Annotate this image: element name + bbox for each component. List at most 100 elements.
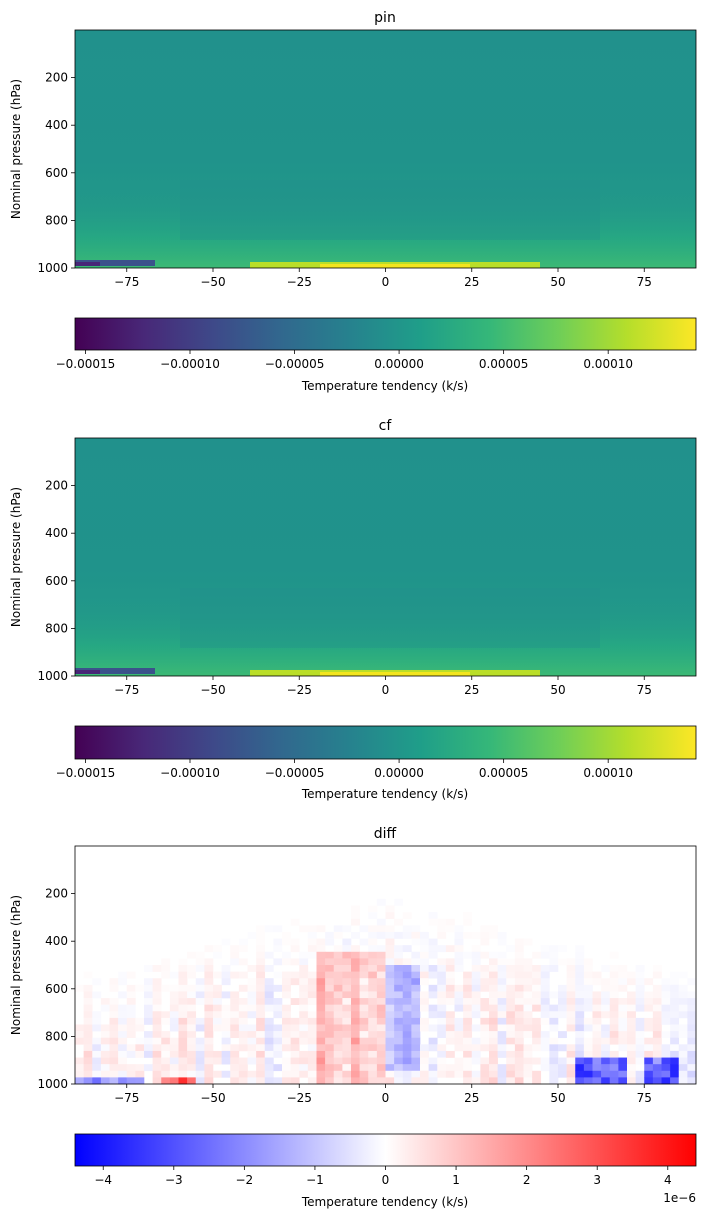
heatmap-cell (394, 958, 404, 966)
heatmap-cell (307, 1037, 317, 1045)
heatmap-cell (195, 1050, 205, 1058)
heatmap-cell (342, 1024, 352, 1032)
heatmap-cell (575, 958, 585, 966)
heatmap-cell (368, 958, 378, 966)
heatmap-cell (609, 965, 619, 972)
x-tick-label: −25 (287, 275, 312, 289)
heatmap-cell (75, 1077, 84, 1085)
heatmap-cell (549, 1070, 559, 1078)
heatmap-cell (307, 978, 317, 986)
heatmap-cell (437, 991, 447, 999)
heatmap-cell (247, 1070, 257, 1078)
heatmap-cell (437, 931, 447, 939)
heatmap-cell (342, 958, 352, 966)
heatmap-cell (385, 1004, 395, 1012)
heatmap-cell (454, 1064, 464, 1072)
heatmap-cell (221, 978, 231, 986)
heatmap-cell (402, 978, 412, 986)
heatmap-cell (480, 1004, 490, 1012)
heatmap-cell (135, 984, 145, 992)
heatmap-cell (480, 1077, 490, 1085)
heatmap-cell (540, 965, 550, 972)
heatmap-cell (402, 945, 412, 953)
heatmap-cell (437, 1057, 447, 1065)
heatmap-cell (661, 1004, 671, 1012)
heatmap-cell (454, 958, 464, 966)
heatmap-cell (359, 1037, 369, 1045)
heatmap-cell (368, 998, 378, 1005)
heatmap-cell (497, 1070, 507, 1078)
heatmap-cell (230, 1017, 240, 1025)
heatmap-cell (514, 1037, 524, 1045)
heatmap-cell (333, 945, 343, 953)
heatmap-cell (351, 1017, 360, 1025)
heatmap-cell (238, 1037, 248, 1045)
heatmap-cell (290, 1024, 300, 1032)
heatmap-cell (290, 1057, 300, 1065)
heatmap-cell (489, 984, 498, 992)
heatmap-cell (471, 1050, 481, 1058)
heatmap-cell (454, 925, 464, 933)
heatmap-cell (592, 978, 602, 986)
heatmap-cell (282, 971, 291, 979)
heatmap-cell (221, 1017, 231, 1025)
heatmap-cell (394, 931, 404, 939)
heatmap-cell (445, 1050, 455, 1058)
heatmap-cell (359, 938, 369, 946)
heatmap-cell (627, 1064, 636, 1072)
heatmap-cell (437, 1024, 447, 1032)
heatmap-cell (497, 931, 507, 939)
heatmap-cell (264, 951, 274, 959)
heatmap-cell (307, 931, 317, 939)
heatmap-cell (463, 1004, 473, 1012)
heatmap-cell (402, 1024, 412, 1032)
heatmap-cell (514, 965, 524, 972)
heatmap-cell (351, 958, 360, 966)
heatmap-cell (316, 945, 326, 953)
heatmap-cell (152, 1064, 162, 1072)
heatmap-cell (558, 991, 567, 999)
heatmap-cell (635, 1044, 645, 1052)
heatmap-cell (221, 1004, 231, 1012)
heatmap-cell (204, 965, 214, 972)
heatmap-cell (678, 1031, 688, 1039)
heatmap-cell (523, 1057, 533, 1065)
heatmap-cell (420, 931, 429, 939)
heatmap-cell (126, 1064, 136, 1072)
heatmap-cell (385, 1064, 395, 1072)
x-tick-label: −50 (200, 1091, 225, 1105)
heatmap-cell (463, 931, 473, 939)
heatmap-cell (316, 925, 326, 933)
heatmap-cell (92, 991, 102, 999)
heatmap-cell (359, 1077, 369, 1085)
heatmap-cell (661, 1031, 671, 1039)
y-tick-label: 200 (45, 71, 68, 85)
heatmap-cell (411, 998, 421, 1005)
heatmap-cell (299, 978, 309, 986)
heatmap-cell (204, 1064, 214, 1072)
heatmap-cell (178, 1037, 188, 1045)
heatmap-cell (178, 984, 188, 992)
heatmap-cell (549, 1011, 559, 1019)
heatmap-cell (411, 991, 421, 999)
colorbar-tick-label: −4 (94, 1173, 112, 1187)
heatmap-cell (161, 1057, 171, 1065)
heatmap-cell (169, 1017, 179, 1025)
heatmap-cell (187, 1057, 197, 1065)
heatmap-cell (92, 1057, 102, 1065)
heatmap-cell (221, 1037, 231, 1045)
heatmap-cell (92, 1017, 102, 1025)
heatmap-cell (592, 1044, 602, 1052)
heatmap-cell (454, 1017, 464, 1025)
heatmap-cell (351, 991, 360, 999)
heatmap-cell (566, 1077, 576, 1085)
heatmap-cell (609, 1064, 619, 1072)
heatmap-cell (583, 1037, 593, 1045)
heatmap-cell (152, 978, 162, 986)
heatmap-cell (195, 1070, 205, 1078)
x-tick-label: −50 (200, 275, 225, 289)
heatmap-cell (178, 1050, 188, 1058)
heatmap-cell (394, 971, 404, 979)
heatmap-cell (256, 931, 266, 939)
heatmap-cell (152, 1024, 162, 1032)
